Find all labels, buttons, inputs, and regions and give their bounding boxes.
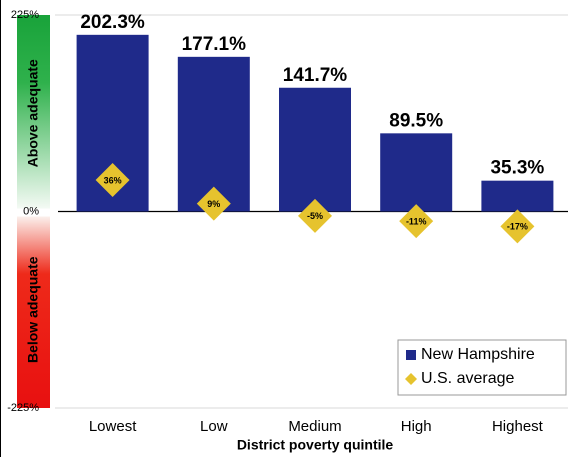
diamond-marker (500, 209, 535, 244)
x-tick-label: Low (200, 418, 228, 435)
marker-label: -11% (406, 216, 427, 226)
y-tick-label: 225% (11, 9, 39, 21)
x-tick-label: High (401, 418, 432, 435)
x-tick-label: Highest (492, 418, 544, 435)
annotation: Above adequate (25, 59, 41, 167)
bar (279, 87, 351, 212)
legend-swatch (406, 350, 416, 360)
legend-label: New Hampshire (421, 346, 535, 363)
y-tick-label: -225% (7, 402, 39, 414)
legend-box (397, 339, 567, 396)
bar (481, 180, 554, 212)
diamond-marker (95, 163, 130, 198)
legend-swatch (405, 373, 417, 385)
x-tick-label: Medium (288, 418, 341, 435)
bar-value-label: 177.1% (182, 34, 247, 55)
bar-value-label: 35.3% (490, 158, 544, 179)
x-axis-title: District poverty quintile (237, 437, 394, 453)
diamond-marker (298, 198, 332, 233)
below-band (17, 216, 50, 408)
bar (380, 133, 453, 212)
x-tick-label: Lowest (89, 418, 137, 435)
diamond-marker (399, 204, 434, 239)
bar (177, 56, 250, 212)
bar-value-label: 141.7% (283, 65, 348, 86)
diamond-marker (196, 186, 231, 221)
bar-value-label: 202.3% (80, 12, 145, 33)
marker-label: 9% (207, 199, 220, 209)
legend-label: U.S. average (421, 370, 514, 387)
above-band (17, 15, 50, 209)
annotation: Below adequate (25, 256, 41, 363)
marker-label: -17% (507, 222, 528, 232)
y-tick-label: 0% (23, 205, 39, 217)
bar-value-label: 89.5% (389, 110, 443, 131)
marker-label: 36% (104, 175, 122, 185)
marker-label: -5% (307, 211, 323, 221)
plot: Above adequate Below adequate -225% 0% 225% L… (7, 9, 568, 453)
